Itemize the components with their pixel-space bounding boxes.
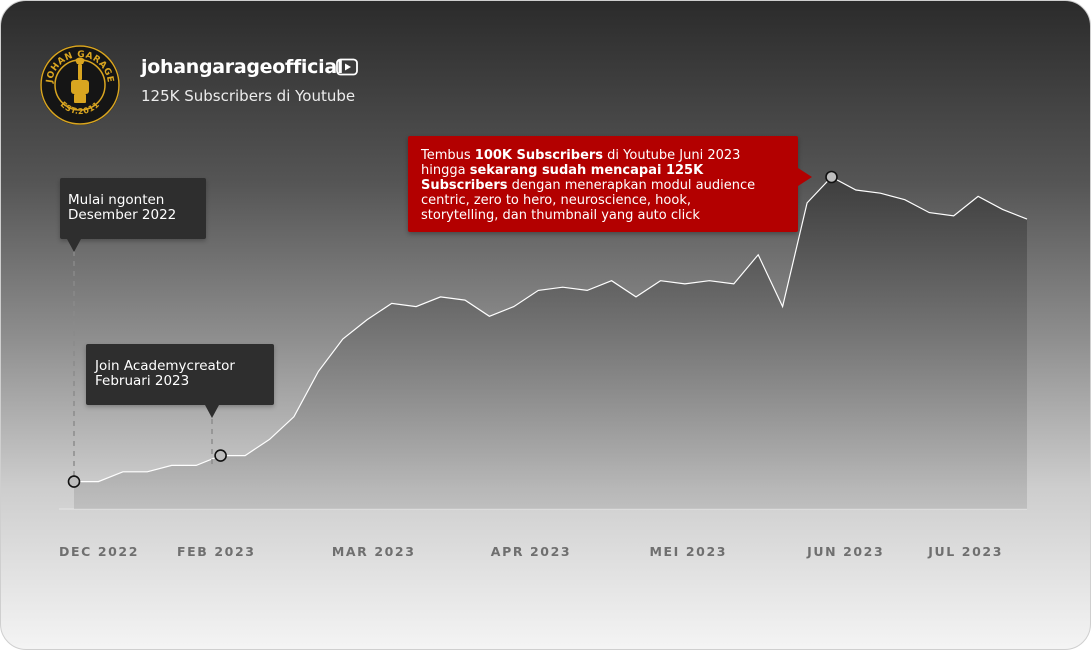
x-tick-label: MEI 2023 — [650, 544, 728, 559]
milestone-line2: hingga sekarang sudah mencapai 125K — [421, 163, 704, 178]
area-fill — [74, 177, 1027, 509]
milestone-line3: Subscribers dengan menerapkan modul audi… — [421, 178, 756, 193]
annotation-join-line2: Februari 2023 — [95, 373, 190, 389]
fist-wrench-icon — [71, 57, 89, 103]
annotation-start: Mulai ngonten Desember 2022 — [60, 178, 206, 252]
x-tick-label: DEC 2022 — [59, 544, 139, 559]
milestone-line4: centric, zero to hero, neuroscience, hoo… — [421, 193, 691, 208]
channel-name: johangarageofficial — [141, 56, 344, 78]
x-tick-label: MAR 2023 — [332, 544, 416, 559]
annotation-start-line2: Desember 2022 — [68, 207, 177, 223]
series-line — [74, 176, 1028, 483]
annotation-join: Join Academycreator Februari 2023 — [86, 344, 274, 418]
x-tick-label: APR 2023 — [491, 544, 571, 559]
highlight-marker-3 — [825, 170, 838, 184]
x-tick-label: JUL 2023 — [927, 544, 1003, 559]
x-tick-label: JUN 2023 — [806, 544, 884, 559]
milestone-line5: storytelling, dan thumbnail yang auto cl… — [421, 208, 700, 223]
x-tick-label: FEB 2023 — [177, 544, 256, 559]
annotation-start-line1: Mulai ngonten — [68, 192, 165, 208]
milestone-line1: Tembus 100K Subscribers di Youtube Juni … — [421, 148, 741, 163]
subscriber-count: 125K Subscribers di Youtube — [141, 87, 356, 105]
highlight-marker-1 — [67, 475, 81, 488]
annotation-milestone: Tembus 100K Subscribers di Youtube Juni … — [408, 136, 812, 232]
channel-logo: JOHAN GARAGE EST.2011 — [40, 45, 120, 125]
annotation-join-line1: Join Academycreator — [95, 358, 235, 374]
highlight-marker-2 — [214, 449, 227, 462]
youtube-icon — [336, 58, 358, 76]
